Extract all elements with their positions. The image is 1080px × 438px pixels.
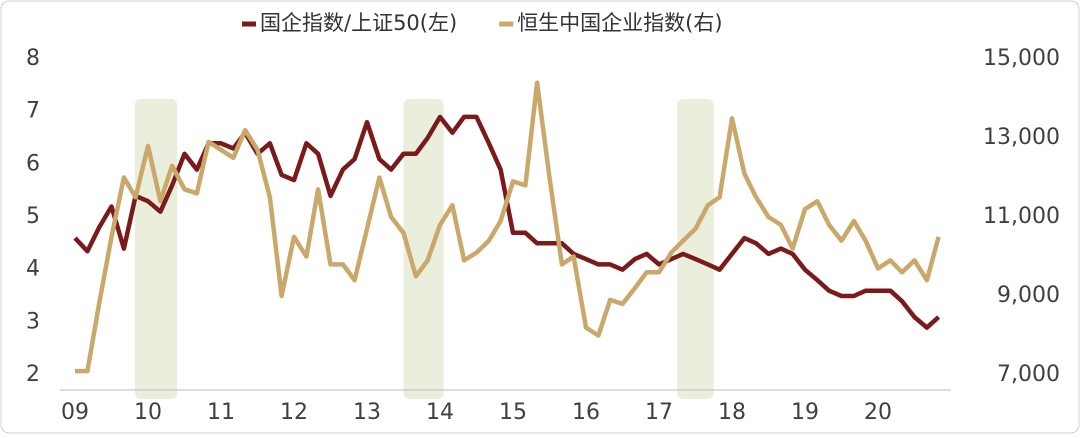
y2-tick-label: 7,000 [997,362,1060,387]
x-tick-label: 16 [572,400,600,425]
x-tick-label: 12 [280,400,308,425]
x-tick-label: 11 [207,400,235,425]
x-tick-label: 15 [499,400,527,425]
y-tick-label: 4 [26,257,40,282]
y2-tick-label: 15,000 [983,46,1060,71]
x-tick-label: 17 [645,400,673,425]
y2-tick-label: 11,000 [983,204,1060,229]
x-tick-label: 09 [61,400,89,425]
x-tick-label: 14 [426,400,454,425]
y2-tick-label: 9,000 [997,283,1060,308]
series-line [75,80,941,374]
legend-label: 国企指数/上证50(左) [260,11,457,35]
y-tick-label: 2 [26,362,40,387]
y2-tick-label: 13,000 [983,125,1060,150]
shaded-region [677,99,714,399]
shaded-region [403,99,444,399]
y-tick-label: 8 [26,46,40,71]
x-tick-label: 19 [791,400,819,425]
x-tick-label: 18 [718,400,746,425]
x-tick-label: 13 [353,400,381,425]
y-tick-label: 7 [26,99,40,124]
shaded-region [134,99,178,399]
y-tick-label: 6 [26,151,40,176]
y-tick-label: 5 [26,204,40,229]
x-tick-label: 10 [134,400,162,425]
x-tick-label: 20 [864,400,892,425]
legend-label: 恒生中国企业指数(右) [517,11,722,35]
y-tick-label: 3 [26,309,40,334]
